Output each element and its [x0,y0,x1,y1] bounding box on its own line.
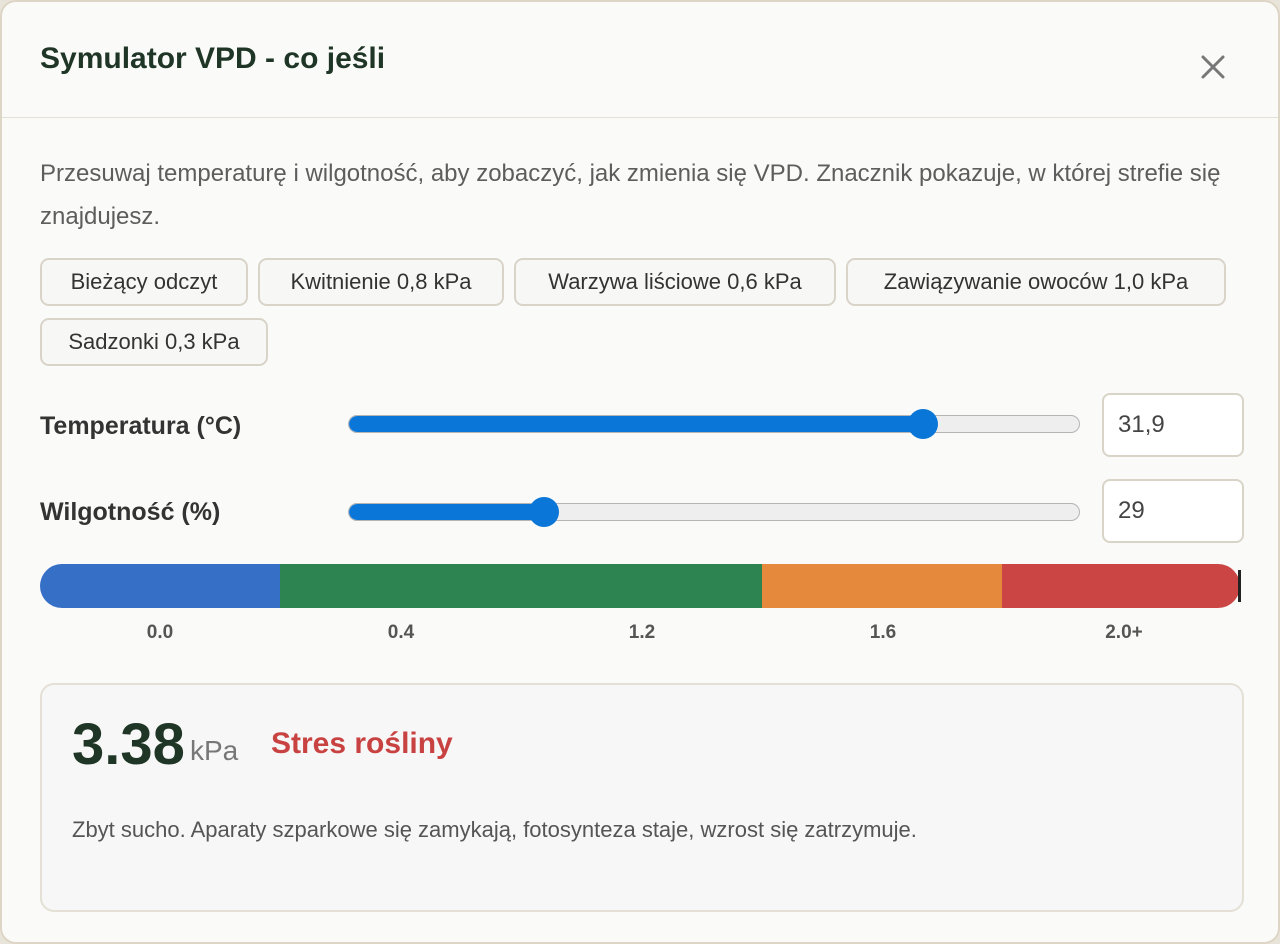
humidity-slider-thumb[interactable] [529,497,560,527]
status-message: Zbyt sucho. Aparaty szparkowe się zamyka… [72,817,917,842]
status-label: Stres rośliny [271,727,453,760]
close-icon [1201,55,1225,79]
scale-zone-high [762,564,1002,608]
humidity-slider-fill [349,504,546,520]
preset-leafy-greens[interactable]: Warzywa liściowe 0,6 kPa [514,258,836,306]
preset-current-reading[interactable]: Bieżący odczyt [40,258,248,306]
vpd-scale-marker [1238,570,1241,602]
scale-tick-label: 0.4 [387,622,415,643]
description-text: Przesuwaj temperaturę i wilgotność, aby … [40,160,1221,230]
scale-zone-stress [1002,564,1240,608]
close-button[interactable] [1192,46,1234,88]
humidity-slider-track[interactable] [348,503,1080,521]
temperature-input[interactable] [1102,393,1244,457]
temperature-slider-thumb[interactable] [907,409,938,439]
temperature-label: Temperatura (°C) [40,412,242,440]
vpd-scale-bar [40,564,1240,608]
scale-zone-too-humid [40,564,280,608]
dialog-title: Symulator VPD - co jeśli [40,42,386,75]
temperature-slider-track[interactable] [348,415,1080,433]
temperature-slider-fill [349,416,924,432]
preset-fruit-set[interactable]: Zawiązywanie owoców 1,0 kPa [846,258,1226,306]
vpd-unit: kPa [190,735,239,766]
humidity-input[interactable] [1102,479,1244,543]
scale-tick-label: 1.2 [628,622,656,643]
scale-tick-label: 0.0 [146,622,174,643]
humidity-label: Wilgotność (%) [40,498,221,526]
dialog-header: Symulator VPD - co jeśli [2,2,1278,118]
preset-seedlings[interactable]: Sadzonki 0,3 kPa [40,318,268,366]
scale-tick-label: 2.0+ [1105,622,1143,643]
preset-flowering[interactable]: Kwitnienie 0,8 kPa [258,258,504,306]
result-panel: 3.38 kPa Stres rośliny Zbyt sucho. Apara… [40,683,1244,912]
scale-zone-optimal [280,564,762,608]
vpd-value: 3.38 [72,712,185,777]
scale-tick-label: 1.6 [869,622,897,643]
